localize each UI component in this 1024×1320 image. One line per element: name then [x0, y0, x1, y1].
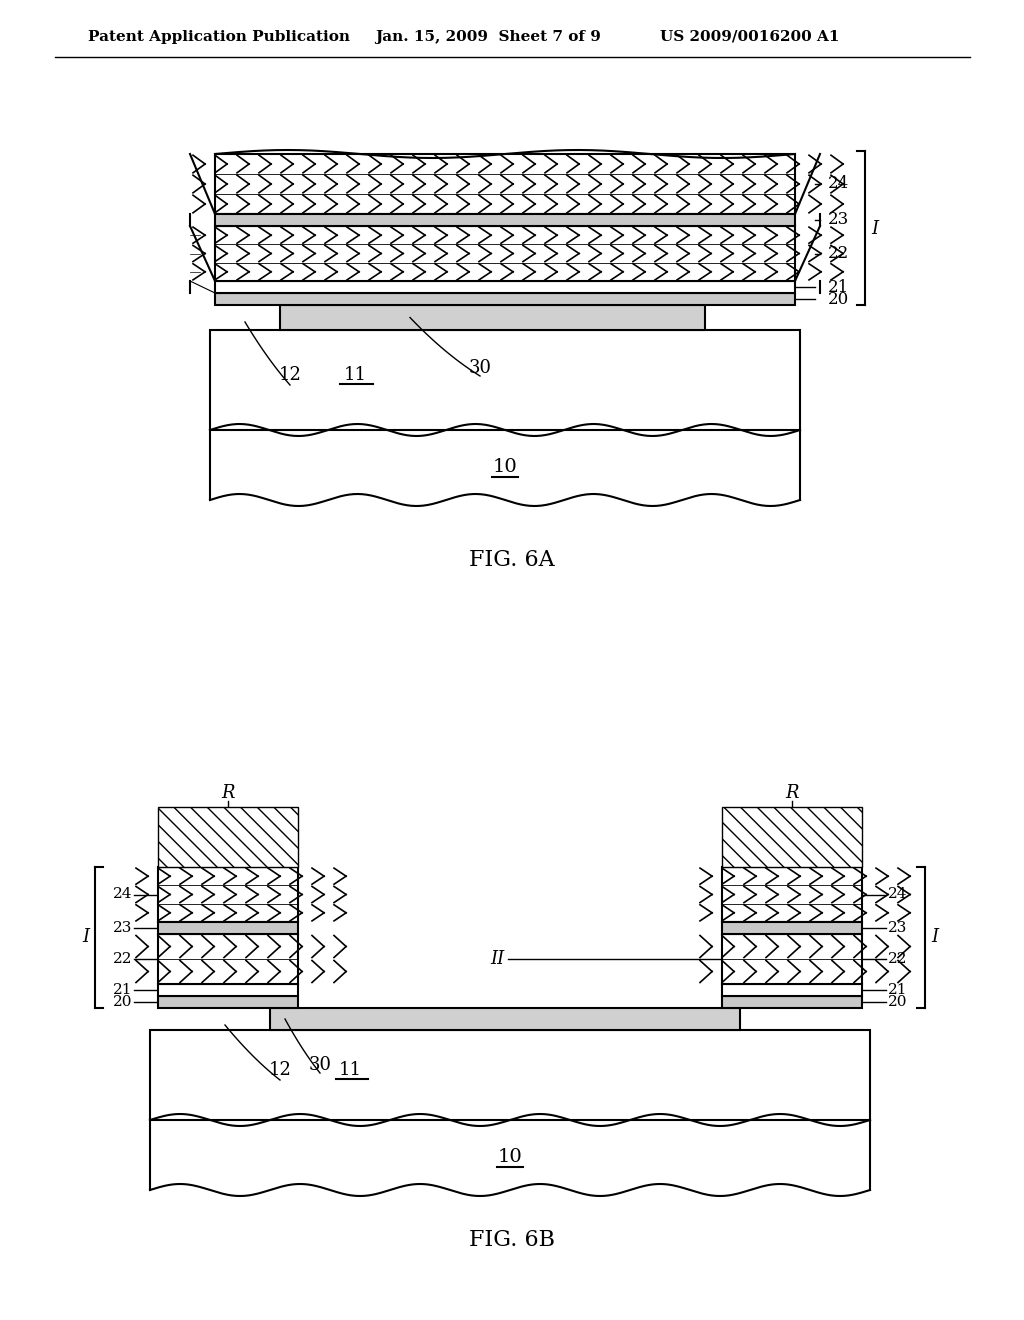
Polygon shape [150, 1114, 870, 1196]
Text: 10: 10 [493, 458, 517, 477]
Text: R: R [221, 784, 234, 803]
Text: 12: 12 [279, 366, 301, 384]
Polygon shape [210, 424, 800, 506]
Text: 21: 21 [828, 279, 849, 296]
Text: 23: 23 [113, 921, 132, 935]
Bar [280, 305, 705, 330]
Text: 20: 20 [828, 290, 849, 308]
Text: I: I [82, 928, 89, 946]
Bar [722, 935, 862, 983]
Bar [722, 807, 862, 867]
Bar [722, 921, 862, 935]
Text: 30: 30 [308, 1056, 332, 1074]
Text: Patent Application Publication: Patent Application Publication [88, 30, 350, 44]
Bar [150, 1030, 870, 1119]
Bar [158, 983, 298, 997]
Bar [215, 281, 795, 293]
Text: 24: 24 [113, 887, 132, 902]
Text: 22: 22 [113, 952, 132, 966]
Text: II: II [490, 950, 505, 968]
Bar [158, 921, 298, 935]
Text: 21: 21 [113, 983, 132, 997]
Text: I: I [931, 928, 938, 946]
Bar [158, 997, 298, 1008]
Bar [158, 807, 298, 867]
Bar [722, 867, 862, 921]
Text: 11: 11 [339, 1061, 361, 1078]
Bar [215, 226, 795, 281]
Bar [215, 293, 795, 305]
Text: 20: 20 [888, 995, 907, 1008]
Bar [158, 867, 298, 921]
Text: 10: 10 [498, 1148, 522, 1166]
Text: 22: 22 [828, 246, 849, 261]
Text: 12: 12 [268, 1061, 292, 1078]
Bar [215, 214, 795, 226]
Text: 20: 20 [113, 995, 132, 1008]
Text: 11: 11 [343, 366, 367, 384]
Text: US 2009/0016200 A1: US 2009/0016200 A1 [660, 30, 840, 44]
Text: R: R [785, 784, 799, 803]
Text: 23: 23 [888, 921, 907, 935]
Text: 23: 23 [828, 211, 849, 228]
Text: 30: 30 [469, 359, 492, 378]
Text: 24: 24 [888, 887, 907, 902]
Text: FIG. 6B: FIG. 6B [469, 1229, 555, 1251]
Bar [722, 983, 862, 997]
Text: 22: 22 [888, 952, 907, 966]
Text: Jan. 15, 2009  Sheet 7 of 9: Jan. 15, 2009 Sheet 7 of 9 [375, 30, 601, 44]
Text: FIG. 6A: FIG. 6A [469, 549, 555, 572]
Text: 24: 24 [828, 176, 849, 193]
Bar [210, 330, 800, 430]
Text: I: I [871, 220, 879, 239]
Bar [270, 1008, 740, 1030]
Text: 21: 21 [888, 983, 907, 997]
Bar [722, 997, 862, 1008]
Bar [158, 935, 298, 983]
Bar [215, 154, 795, 214]
